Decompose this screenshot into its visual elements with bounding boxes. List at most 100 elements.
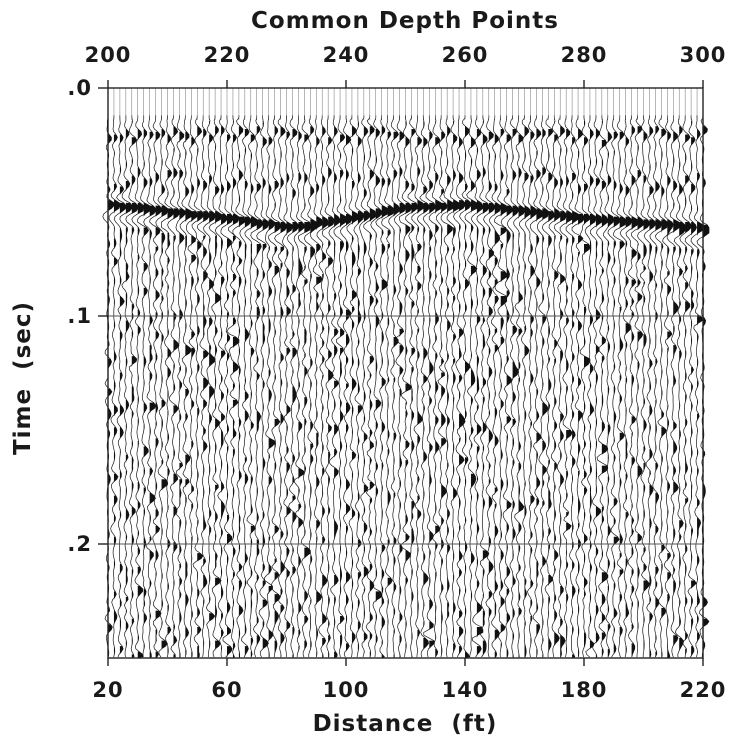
trace-fill (203, 129, 210, 649)
trace-fill (697, 129, 704, 655)
trace-wiggle (309, 115, 323, 658)
bottom-tick-label: 220 (680, 678, 727, 702)
trace-fill (625, 126, 632, 655)
trace-fill (667, 120, 674, 658)
trace-fill (357, 120, 364, 652)
plot-frame (107, 87, 704, 659)
trace-fill (185, 131, 192, 658)
trace-fill (673, 120, 680, 647)
trace-wiggle (370, 115, 383, 658)
trace-fill (405, 120, 412, 652)
trace-fill (149, 131, 156, 658)
trace-fill (215, 126, 222, 652)
trace-fill (250, 134, 257, 658)
trace-fill (334, 126, 341, 659)
trace-fill (584, 120, 591, 649)
trace-fill (518, 134, 525, 658)
trace-wiggle (579, 115, 591, 658)
trace-fill (125, 129, 132, 649)
trace-fill (316, 137, 323, 658)
top-tick-label: 220 (204, 43, 251, 67)
trace-wiggle (416, 115, 430, 658)
top-axis-title: Common Depth Points (251, 8, 559, 34)
top-axis-ticks: 200 220 240 260 280 300 (85, 43, 725, 88)
trace-fill (191, 137, 198, 658)
top-tick-label: 260 (442, 43, 489, 67)
trace-fill (691, 120, 697, 658)
trace-fill (161, 129, 168, 649)
trace-fill (262, 120, 269, 649)
trace-wiggle (316, 115, 329, 658)
trace-fill (244, 129, 251, 658)
trace-fill (613, 131, 620, 655)
trace-fill (643, 120, 650, 652)
trace-fill (488, 131, 495, 658)
trace-fill (221, 126, 228, 659)
trace-fill (227, 120, 234, 658)
trace-wiggle (684, 115, 697, 658)
trace-fill (238, 126, 245, 659)
trace-fill (375, 129, 382, 644)
bottom-axis-title: Distance (ft) (313, 711, 498, 737)
trace-fill (453, 120, 460, 655)
trace-fill (536, 129, 543, 658)
trace-wiggle (214, 115, 228, 658)
left-tick-label: .1 (67, 304, 92, 328)
trace-wiggle (459, 115, 472, 658)
trace-fill (506, 134, 513, 658)
trace-fill (280, 126, 287, 659)
bottom-tick-label: 180 (561, 678, 608, 702)
trace-fill (512, 129, 519, 659)
trace-wiggle (244, 115, 258, 658)
trace-fill (113, 134, 120, 658)
top-tick-label: 280 (561, 43, 608, 67)
trace-wiggle (113, 115, 127, 658)
trace-fill (578, 129, 585, 659)
trace-fill (601, 120, 608, 658)
trace-fill (369, 126, 376, 659)
trace-wiggle (131, 115, 145, 658)
trace-fill (595, 129, 602, 659)
trace-wiggle (596, 115, 609, 658)
trace-fill (500, 129, 507, 649)
trace-fill (482, 120, 489, 658)
trace-fill (572, 137, 579, 658)
trace-wiggle (220, 115, 234, 658)
trace-fill (560, 126, 567, 659)
trace-fill (566, 129, 573, 655)
trace-fill (268, 137, 275, 658)
trace-fill (256, 126, 263, 647)
left-tick-label: .0 (67, 76, 92, 100)
trace-fill (298, 131, 305, 652)
top-tick-label: 240 (323, 43, 370, 67)
left-axis-title: Time (sec) (10, 301, 36, 455)
left-tick-label: .2 (67, 532, 92, 556)
trace-fill (631, 126, 638, 658)
trace-fill (304, 120, 311, 652)
bottom-axis-ticks: 20 60 100 140 180 220 (92, 658, 727, 702)
trace-fill (131, 120, 138, 658)
trace-wiggle (613, 115, 627, 658)
trace-wiggle (673, 115, 686, 658)
bottom-tick-label: 140 (442, 678, 489, 702)
trace-fill (292, 129, 299, 659)
trace-wiggle (553, 115, 567, 658)
trace-fill (143, 129, 150, 652)
trace-fill (441, 131, 448, 658)
trace-fill (685, 134, 692, 658)
trace-fill (607, 131, 614, 658)
trace-fill (649, 126, 656, 659)
trace-fill (655, 126, 662, 658)
trace-fill (524, 126, 531, 659)
trace-fill (619, 131, 626, 658)
trace-wiggle (649, 115, 662, 658)
top-tick-label: 200 (85, 43, 132, 67)
trace-fill (637, 126, 644, 633)
trace-fill (197, 126, 204, 659)
trace-wiggle (440, 115, 454, 658)
trace-fill (447, 126, 454, 647)
trace-wiggle (483, 115, 496, 658)
trace-fill (548, 129, 555, 652)
trace-wiggle (239, 115, 252, 658)
